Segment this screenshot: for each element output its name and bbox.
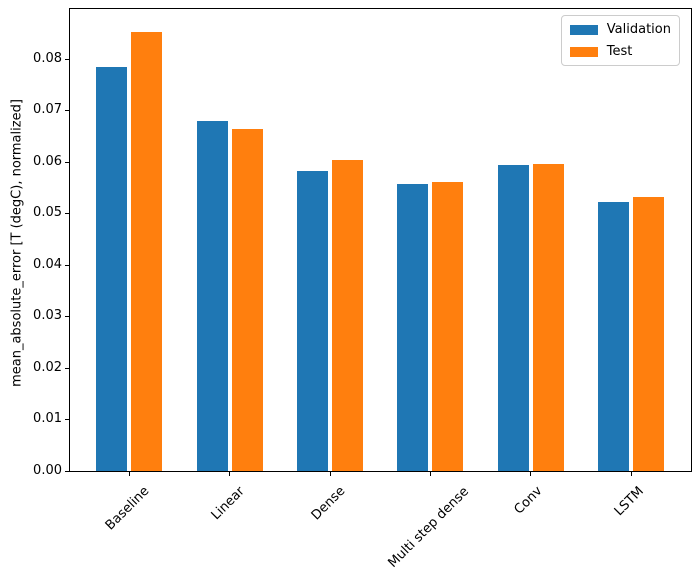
x-tick-mark (630, 472, 632, 476)
bar-test-dense (332, 160, 363, 471)
legend-swatch-test (569, 46, 598, 57)
bar-test-lstm (633, 197, 665, 471)
legend-item-test: Test (569, 44, 671, 59)
x-tick-mark (530, 472, 532, 476)
bar-validation-conv (497, 165, 529, 471)
x-tick-label-lstm: LSTM (611, 484, 647, 520)
x-tick-label-conv: Conv (511, 484, 546, 518)
plot-area: Validation Test (69, 8, 692, 472)
bar-validation-lstm (598, 202, 630, 471)
y-tick-label-0-00: 0.00 (33, 463, 62, 478)
x-tick-label-linear: Linear (208, 483, 248, 524)
legend-label-validation: Validation (606, 22, 671, 37)
bar-test-conv (532, 163, 564, 471)
x-tick-mark (128, 472, 130, 476)
bar-test-baseline (131, 31, 163, 471)
bars-layer (70, 9, 691, 471)
bar-validation-baseline (96, 66, 128, 471)
y-axis-label-text: mean_absolute_error [T (degC), normalize… (9, 99, 25, 387)
bar-validation-linear (196, 121, 228, 471)
y-tick-label-0-01: 0.01 (33, 411, 62, 427)
x-tick-label-baseline: Baseline (102, 483, 153, 534)
legend-label-test: Test (606, 44, 633, 59)
y-tick-label-0-08: 0.08 (33, 50, 62, 66)
legend-swatch-validation (569, 24, 598, 35)
x-tick-label-multi-step-dense: Multi step dense (385, 483, 472, 571)
x-tick-mark (329, 472, 331, 476)
x-tick-label-dense: Dense (308, 483, 348, 524)
bar-test-multi-step-dense (432, 182, 464, 471)
bar-test-linear (231, 129, 263, 471)
bar-validation-dense (297, 171, 328, 471)
x-tick-mark (229, 472, 231, 476)
legend-item-validation: Validation (569, 22, 671, 37)
legend: Validation Test (560, 15, 680, 66)
bar-validation-multi-step-dense (397, 184, 429, 471)
x-tick-mark (429, 472, 431, 476)
